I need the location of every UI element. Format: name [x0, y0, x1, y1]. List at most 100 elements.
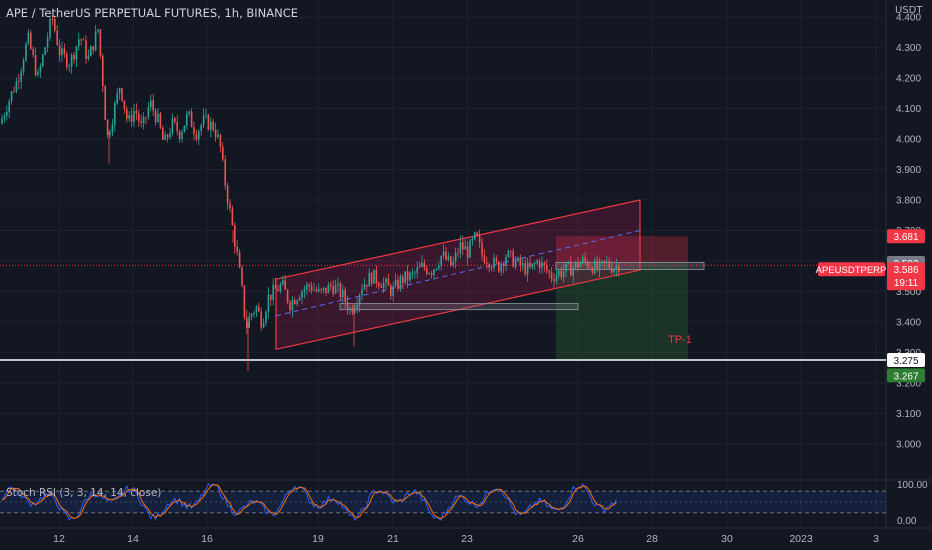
candle	[601, 260, 603, 262]
candle	[118, 88, 121, 94]
candle	[603, 260, 606, 263]
candle	[594, 260, 596, 274]
candle	[442, 251, 445, 256]
candle	[92, 46, 94, 51]
candle	[1, 118, 3, 124]
candle	[591, 267, 594, 274]
candle	[70, 54, 73, 67]
candle	[423, 262, 426, 269]
candle	[296, 300, 298, 304]
candle	[596, 260, 598, 270]
candle	[61, 48, 63, 56]
candle	[531, 263, 534, 268]
candle	[610, 267, 613, 273]
candle	[553, 278, 555, 282]
candle	[253, 312, 255, 314]
candle	[224, 159, 226, 186]
x-tick-label: 14	[127, 533, 139, 545]
candle	[176, 121, 178, 132]
candle	[380, 286, 382, 288]
chart-annotations[interactable]: TP-1	[0, 199, 886, 361]
candle	[126, 108, 128, 119]
candle	[210, 121, 212, 130]
candle	[30, 32, 32, 49]
candle	[370, 273, 373, 284]
candle	[51, 18, 54, 20]
rsi-tick-label: 0.00	[897, 516, 917, 527]
candle	[258, 306, 260, 312]
candle	[20, 71, 22, 82]
x-tick-label: 23	[461, 533, 473, 545]
candle	[337, 283, 339, 286]
candle	[577, 261, 579, 268]
candle	[188, 111, 190, 114]
candle	[34, 54, 37, 75]
candle	[366, 284, 368, 287]
candle	[512, 251, 514, 267]
candle	[140, 121, 142, 124]
support-zone	[339, 303, 579, 311]
candle	[190, 111, 193, 128]
candle	[550, 272, 553, 279]
candle	[363, 284, 366, 290]
candle	[560, 270, 562, 277]
candle	[313, 289, 315, 291]
candle	[241, 267, 243, 286]
candle	[289, 301, 291, 311]
rsi-tick-label: 100.00	[897, 480, 928, 491]
candle	[171, 118, 174, 134]
candle	[534, 263, 536, 265]
candle	[358, 295, 361, 306]
candle	[159, 113, 162, 128]
candle	[234, 225, 236, 247]
candle	[330, 284, 332, 287]
candle	[130, 114, 133, 122]
candle	[315, 289, 318, 292]
candle	[445, 251, 447, 260]
rising-channel	[275, 199, 641, 351]
candle	[440, 255, 442, 266]
candle	[128, 114, 130, 119]
candle	[368, 273, 370, 287]
candle	[498, 261, 500, 272]
candle	[75, 46, 78, 60]
candle	[426, 268, 428, 274]
candle	[284, 280, 286, 290]
stoch-rsi-pane	[0, 483, 886, 521]
candle	[142, 116, 145, 124]
candle	[243, 285, 246, 318]
candle	[351, 308, 354, 313]
candle	[58, 44, 61, 56]
candle	[87, 56, 90, 59]
candle	[486, 262, 488, 265]
candle	[493, 257, 495, 268]
candle	[469, 240, 471, 258]
candle	[250, 313, 253, 317]
candle	[99, 29, 102, 56]
candle	[378, 283, 380, 287]
x-tick-label: 19	[312, 533, 324, 545]
candle	[342, 289, 344, 298]
candle	[618, 265, 620, 273]
candle	[582, 257, 584, 263]
candle	[430, 273, 433, 276]
candle	[246, 317, 248, 328]
candle	[438, 265, 440, 269]
candle	[248, 316, 250, 328]
candle	[464, 246, 466, 250]
candle	[97, 29, 99, 32]
x-tick-label: 26	[572, 533, 584, 545]
last-price-label: 3.586	[893, 265, 918, 276]
candle	[279, 284, 282, 292]
candle	[46, 37, 49, 48]
candle	[6, 112, 8, 116]
x-tick-label: 2023	[789, 533, 813, 545]
candle	[510, 250, 512, 252]
candle	[524, 263, 526, 275]
candle	[205, 115, 207, 116]
stoch-k-line	[1, 483, 617, 521]
x-tick-label: 16	[201, 533, 213, 545]
candle	[174, 118, 176, 122]
candle	[54, 19, 56, 31]
